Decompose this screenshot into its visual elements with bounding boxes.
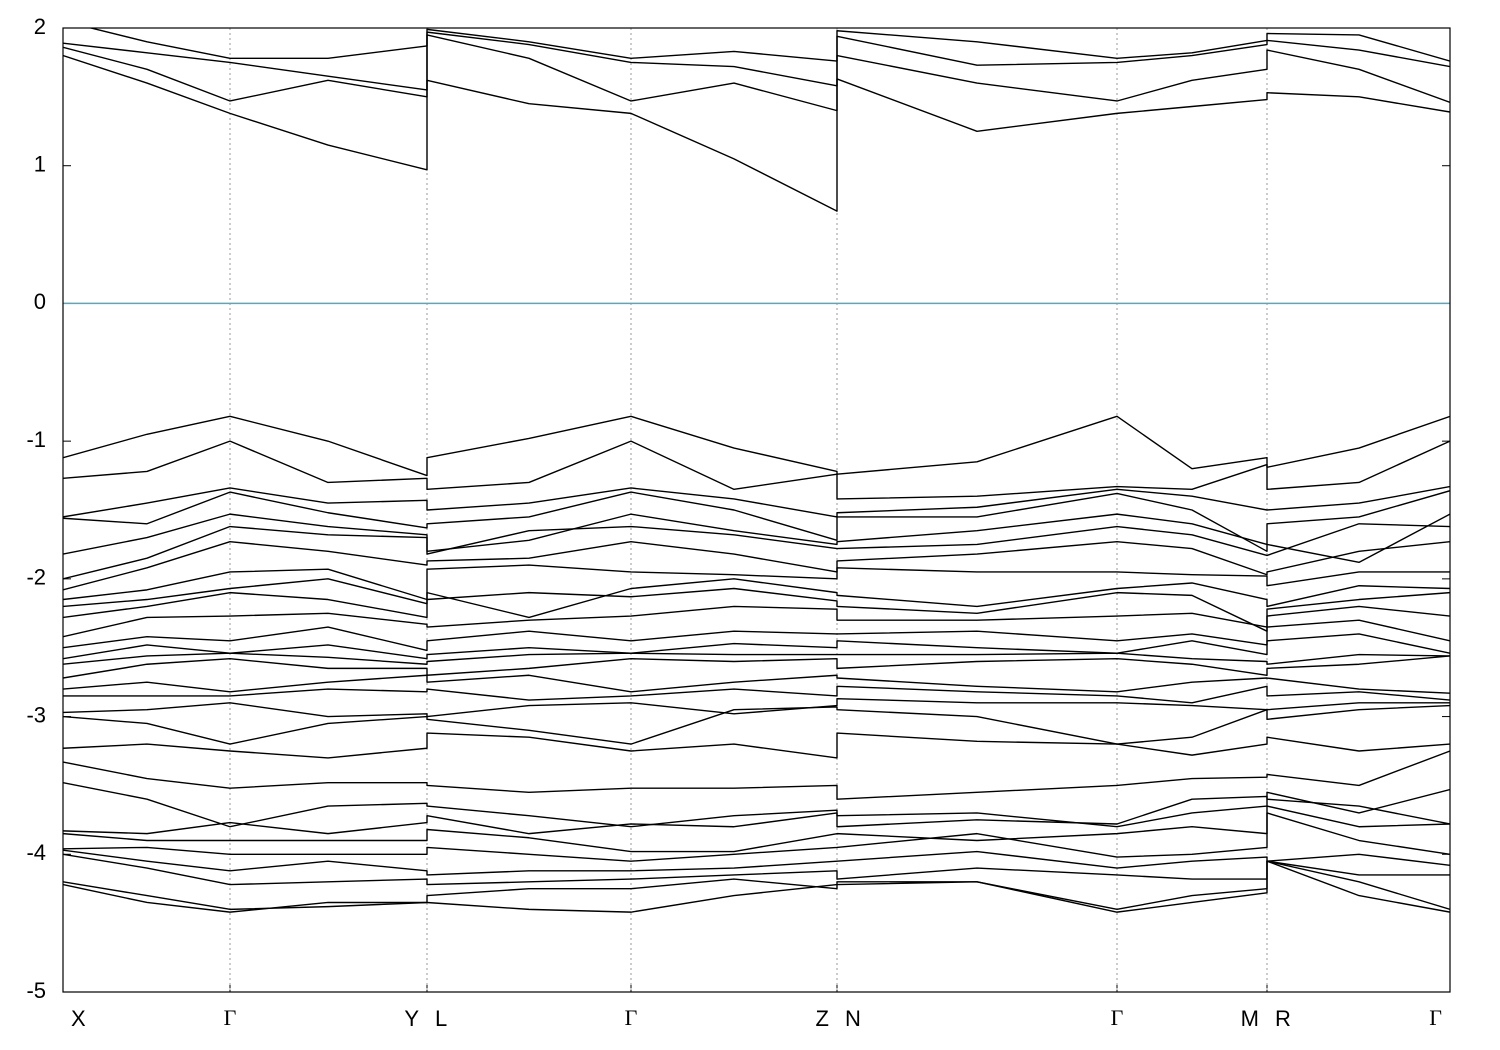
band-line (63, 54, 1450, 212)
band-line (63, 674, 1450, 694)
band-line (88, 28, 1450, 62)
band-line (63, 652, 1450, 665)
y-tick-label: 2 (34, 14, 46, 39)
x-tick-label: M (1241, 1006, 1259, 1031)
x-tick-label: Z (816, 1006, 829, 1031)
band-line (63, 685, 1450, 704)
y-tick-label: -3 (26, 702, 46, 727)
band-line (63, 750, 1450, 800)
band-line (63, 619, 1450, 652)
band-line (63, 732, 1450, 759)
x-tick-label: N (845, 1006, 861, 1031)
x-tick-label: L (435, 1006, 447, 1031)
band-line (63, 564, 1450, 601)
band-line (63, 812, 1450, 862)
band-line (63, 795, 1450, 835)
band-line (63, 704, 1450, 745)
y-tick-label: 1 (34, 152, 46, 177)
band-line (63, 633, 1450, 660)
x-tick-label: Γ (1429, 1005, 1442, 1030)
bands (63, 28, 1450, 913)
band-line (63, 860, 1450, 913)
y-tick-label: -2 (26, 565, 46, 590)
band-line (63, 523, 1450, 580)
band-line (63, 605, 1450, 638)
plot-frame (62, 27, 1451, 993)
x-tick-label: R (1275, 1006, 1291, 1031)
band-line (63, 34, 1450, 112)
x-tick-label: Γ (625, 1005, 638, 1030)
band-line (63, 578, 1450, 619)
y-tick-label: 0 (34, 289, 46, 314)
x-tick-label: X (71, 1006, 86, 1031)
x-tick-label: Γ (1111, 1005, 1124, 1030)
band-line (63, 415, 1450, 477)
y-tick-label: -1 (26, 427, 46, 452)
band-line (63, 513, 1450, 564)
y-tick-label: -5 (26, 978, 46, 1003)
band-line (63, 485, 1450, 518)
y-tick-label: -4 (26, 840, 46, 865)
band-line (63, 440, 1450, 500)
band-line (63, 655, 1450, 679)
band-line (63, 540, 1450, 591)
band-line (63, 697, 1450, 718)
x-tick-label: Y (404, 1006, 419, 1031)
band-line (63, 781, 1450, 828)
band-line (63, 31, 1450, 91)
band-line (63, 490, 1450, 553)
band-line (63, 849, 1450, 876)
x-tick-label: Γ (224, 1005, 237, 1030)
